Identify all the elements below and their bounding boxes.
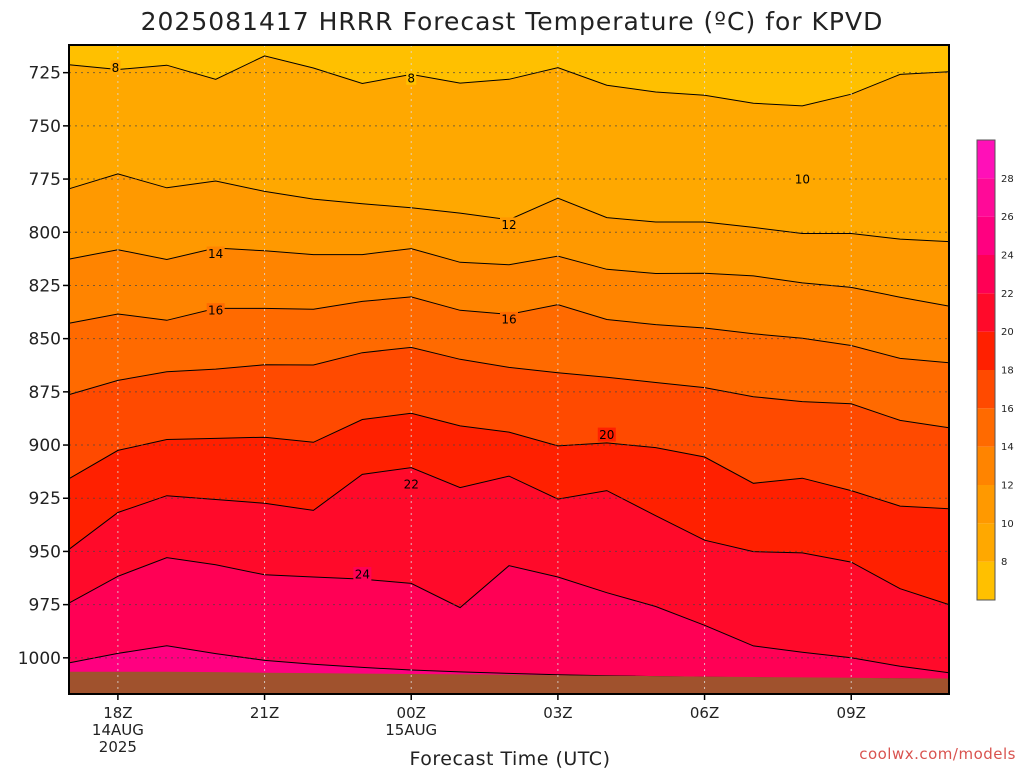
x-tick-label: 14AUG <box>92 721 144 739</box>
colorbar-tick-label: 24 <box>1001 251 1014 262</box>
contour-label: 10 <box>793 172 812 187</box>
colorbar-tick-label: 22 <box>1001 289 1014 300</box>
contour-label-text: 8 <box>112 61 120 75</box>
contour-label-text: 16 <box>501 312 516 326</box>
y-tick-label: 775 <box>29 170 61 190</box>
x-tick-label: 09Z <box>837 704 866 722</box>
x-tick-label: 06Z <box>690 704 719 722</box>
y-tick-label: 975 <box>29 596 61 616</box>
contour-label-bg <box>500 217 518 232</box>
colorbar-tick-label: 28 <box>1001 174 1014 185</box>
colorbar-swatch <box>977 331 995 370</box>
contour-label-text: 10 <box>795 173 810 187</box>
colorbar-tick-label: 20 <box>1001 327 1014 338</box>
contour-label-text: 8 <box>407 71 415 85</box>
colorbar-swatch <box>977 446 995 485</box>
x-tick-label: 21Z <box>250 704 279 722</box>
contour-label-text: 12 <box>501 218 516 232</box>
contour-label-text: 24 <box>355 567 370 581</box>
y-tick-label: 1000 <box>18 649 61 669</box>
y-tick-label: 875 <box>29 383 61 403</box>
y-tick-label: 800 <box>29 223 61 243</box>
x-tick-label: 15AUG <box>385 721 437 739</box>
x-axis-label: Forecast Time (UTC) <box>410 748 611 768</box>
colorbar-swatch <box>977 255 995 294</box>
contour-line-18 <box>68 412 950 510</box>
y-tick-label: 950 <box>29 542 61 562</box>
colorbar-swatch <box>977 561 995 600</box>
colorbar-frame <box>976 139 996 601</box>
x-tick-label: 2025 <box>99 738 137 756</box>
contour-label-bg <box>206 303 225 318</box>
contour-label: 16 <box>206 303 225 318</box>
contour-label: 22 <box>402 476 421 491</box>
contour-label-bg <box>597 427 616 442</box>
colorbar-tick-label: 26 <box>1001 212 1014 223</box>
x-tick-label: 18Z <box>103 704 132 722</box>
contour-label: 12 <box>500 217 518 232</box>
y-tick-label: 825 <box>29 276 61 296</box>
contour-label-text: 16 <box>208 304 223 318</box>
y-tick-label: 750 <box>29 117 61 137</box>
colorbar-tick-label: 18 <box>1001 366 1014 377</box>
contour-label-text: 14 <box>208 247 223 261</box>
colorbar-swatch <box>977 178 995 217</box>
contour-label-bg <box>793 172 812 187</box>
temperature-band <box>69 557 949 694</box>
x-tick-label: 03Z <box>543 704 572 722</box>
y-tick-label: 725 <box>29 64 61 84</box>
y-axis: 725 750 775 800 825 850 875 900 925 950 975 1000 <box>18 64 69 669</box>
y-tick-label: 925 <box>29 489 61 509</box>
contour-label-bg <box>406 70 417 85</box>
contour-label: 8 <box>110 60 121 75</box>
y-tick-label: 850 <box>29 330 61 350</box>
colorbar-swatch <box>977 216 995 255</box>
colorbar-swatch <box>977 293 995 332</box>
x-tick-label: 00Z <box>397 704 426 722</box>
contour-label-bg <box>500 311 518 326</box>
colorbar-swatch <box>977 370 995 409</box>
ground-surface <box>69 671 949 694</box>
colorbar-tick-label: 16 <box>1001 404 1014 415</box>
contour-label-text: 20 <box>599 428 614 442</box>
contour-line-16 <box>68 346 950 429</box>
colorbar-tick-label: 14 <box>1001 442 1014 453</box>
contour-line-20 <box>68 467 950 606</box>
plot-frame <box>68 44 950 695</box>
contour-line-8 <box>68 55 950 107</box>
contour-label: 20 <box>597 427 616 442</box>
contour-label: 14 <box>206 246 225 261</box>
colorbar-tick-label: 10 <box>1001 519 1014 530</box>
colorbar-swatch <box>977 140 995 179</box>
contour-label-bg <box>402 476 421 491</box>
credit-text: coolwx.com/models <box>859 745 1016 763</box>
contour-line-22 <box>68 557 950 674</box>
chart-title: 2025081417 HRRR Forecast Temperature (ºC… <box>141 7 884 36</box>
colorbar-swatch <box>977 523 995 562</box>
colorbar: 8 10 12 14 16 18 20 22 24 26 28 <box>976 139 1014 601</box>
contour-label-bg <box>110 60 121 75</box>
y-tick-label: 900 <box>29 436 61 456</box>
contour-label: 24 <box>353 566 372 581</box>
contour-label: 16 <box>500 311 518 326</box>
colorbar-tick-label: 8 <box>1001 557 1007 568</box>
contour-label-bg <box>206 246 225 261</box>
contour-label-bg <box>353 566 372 581</box>
plot-area: 8 8 10 12 14 16 16 20 22 24 <box>68 44 950 695</box>
contour-label: 8 <box>406 70 417 85</box>
contour-label-text: 22 <box>404 477 419 491</box>
colorbar-swatch <box>977 408 995 447</box>
colorbar-swatch <box>977 485 995 524</box>
colorbar-tick-label: 12 <box>1001 481 1014 492</box>
